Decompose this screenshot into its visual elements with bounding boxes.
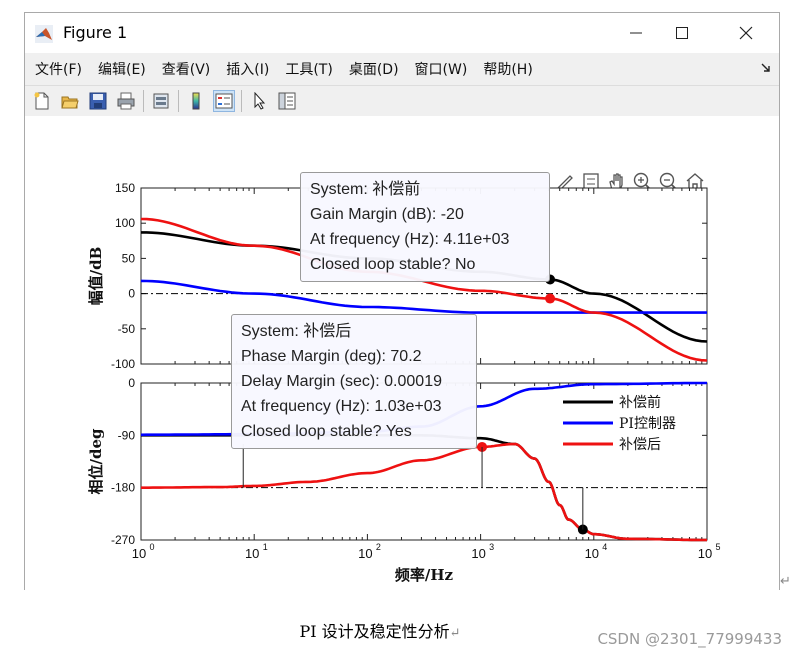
toolbar-separator <box>178 90 179 112</box>
pan-icon[interactable] <box>609 173 623 191</box>
datatip-line: System: 补偿前 <box>310 181 421 198</box>
legend-icon <box>215 93 233 109</box>
icon-part <box>609 173 623 191</box>
print-icon <box>117 92 135 110</box>
datatip-line: At frequency (Hz): 1.03e+03 <box>241 398 442 415</box>
y-axis-label: 相位/deg <box>87 428 105 495</box>
x-tick-exponent: 2 <box>376 542 381 552</box>
y-tick-label: -180 <box>111 481 135 495</box>
y-tick-label: -50 <box>118 322 136 336</box>
datatip-line: Phase Margin (deg): 70.2 <box>241 348 422 365</box>
caption-text: PI 设计及稳定性分析 <box>299 622 450 641</box>
icon-part <box>633 172 649 188</box>
new-figure-icon <box>34 92 49 110</box>
legend-button[interactable] <box>213 90 235 112</box>
x-tick-label: 10 <box>471 546 485 561</box>
datatip-line: Closed loop stable? Yes <box>241 423 412 440</box>
watermark: CSDN @2301_77999433 <box>597 630 782 648</box>
return-mark: ↵ <box>780 574 791 589</box>
pointer-icon <box>254 92 266 110</box>
property-editor-button[interactable] <box>276 90 298 112</box>
y-axis-label: 幅值/dB <box>87 247 105 306</box>
open-button[interactable] <box>59 90 81 112</box>
x-tick-label: 10 <box>245 546 259 561</box>
return-mark: ↵ <box>449 626 461 641</box>
save-icon <box>89 92 107 110</box>
dock-arrow-icon[interactable] <box>761 63 771 73</box>
maximize-icon <box>676 27 688 39</box>
datatip-line: Closed loop stable? No <box>310 256 476 273</box>
gain-margin-datatip[interactable]: System: 补偿前 Gain Margin (dB): -20 At fre… <box>300 172 550 282</box>
margin-marker <box>545 293 556 304</box>
menu-bar: 文件(F) 编辑(E) 查看(V) 插入(I) 工具(T) 桌面(D) 窗口(W… <box>25 53 779 85</box>
matlab-logo-icon <box>35 25 53 43</box>
menu-insert[interactable]: 插入(I) <box>226 62 270 78</box>
x-tick-exponent: 4 <box>602 542 607 552</box>
colorbar-icon <box>192 92 200 110</box>
menu-edit[interactable]: 编辑(E) <box>97 62 146 78</box>
close-icon <box>739 26 753 40</box>
figure-toolbar <box>25 85 779 117</box>
datatip-line: Delay Margin (sec): 0.00019 <box>241 373 442 390</box>
open-icon <box>61 96 79 109</box>
y-tick-label: -90 <box>118 428 136 442</box>
pi-magnitude-line <box>140 279 707 314</box>
figure-caption: PI 设计及稳定性分析↵ <box>0 618 760 642</box>
x-tick-exponent: 3 <box>489 542 494 552</box>
minimize-icon <box>630 32 642 34</box>
legend-label: PI控制器 <box>619 416 676 432</box>
y-tick-label: 0 <box>128 376 135 390</box>
print-preview-button[interactable] <box>150 90 172 112</box>
menu-tools[interactable]: 工具(T) <box>285 62 333 78</box>
pointer-button[interactable] <box>248 90 270 112</box>
menu-desktop[interactable]: 桌面(D) <box>348 62 399 78</box>
x-tick-label: 10 <box>358 546 372 561</box>
datatip-line: Gain Margin (dB): -20 <box>310 206 464 223</box>
window-title: Figure 1 <box>63 23 128 42</box>
datatip-line: At frequency (Hz): 4.11e+03 <box>310 231 510 248</box>
menu-file[interactable]: 文件(F) <box>35 62 82 78</box>
x-tick-label: 10 <box>132 546 146 561</box>
phase-margin-datatip[interactable]: System: 补偿后 Phase Margin (deg): 70.2 Del… <box>231 314 477 449</box>
x-axis-label: 频率/Hz <box>395 566 454 584</box>
title-bar: Figure 1 <box>25 13 779 53</box>
x-tick-label: 10 <box>698 546 712 561</box>
datatip-line: System: 补偿后 <box>241 323 352 340</box>
minimize-button[interactable] <box>613 17 659 49</box>
close-button[interactable] <box>723 17 769 49</box>
y-tick-label: 100 <box>115 216 135 230</box>
colorbar-button[interactable] <box>185 90 207 112</box>
y-tick-label: -100 <box>111 357 135 371</box>
x-tick-exponent: 1 <box>263 542 268 552</box>
print-button[interactable] <box>115 90 137 112</box>
legend-label: 补偿前 <box>619 394 661 411</box>
menu-help[interactable]: 帮助(H) <box>483 62 533 78</box>
save-button[interactable] <box>87 90 109 112</box>
legend-label: 补偿后 <box>619 437 661 453</box>
toolbar-separator <box>143 90 144 112</box>
maximize-button[interactable] <box>659 17 705 49</box>
x-tick-exponent: 5 <box>715 542 720 552</box>
property-editor-icon <box>278 92 296 110</box>
x-tick-label: 10 <box>585 546 599 561</box>
after-magnitude-line <box>140 217 708 362</box>
new-figure-button[interactable] <box>31 90 53 112</box>
icon-part <box>659 172 675 188</box>
y-tick-label: 50 <box>122 251 136 265</box>
after-phase-line <box>141 442 707 542</box>
y-tick-label: 150 <box>115 181 135 195</box>
axes-toolbar <box>557 172 704 191</box>
print-preview-icon <box>153 93 169 109</box>
x-tick-exponent: 0 <box>149 542 154 552</box>
figure-window: Figure 1 文件(F) 编辑(E) 查看(V) 插入(I) 工具(T) 桌… <box>24 12 780 590</box>
y-tick-label: 0 <box>128 287 135 301</box>
menu-window[interactable]: 窗口(W) <box>414 62 468 78</box>
toolbar-separator <box>241 90 242 112</box>
figure-canvas: 150 100 50 0 -50 -100 幅值/dB 0 -90 -180 -270 相位/deg… <box>25 116 779 590</box>
menu-view[interactable]: 查看(V) <box>161 62 211 78</box>
y-tick-label: -270 <box>111 533 135 547</box>
